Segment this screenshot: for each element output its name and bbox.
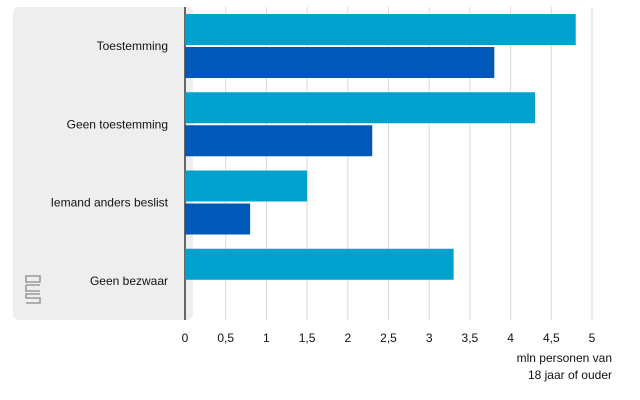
category-label: Toestemming xyxy=(97,39,168,53)
x-tick-label: 0 xyxy=(182,331,189,345)
x-tick-label: 4 xyxy=(507,331,514,345)
x-axis-unit: mln personen van 18 jaar of ouder xyxy=(517,350,612,384)
x-tick-label: 0,5 xyxy=(217,331,234,345)
x-tick-labels: 0 0,5 1 1,5 2 2,5 3 3,5 4 4,5 5 xyxy=(182,331,596,345)
category-label: Geen bezwaar xyxy=(90,274,168,288)
cbs-logo-icon xyxy=(25,275,41,304)
x-axis-unit-line-1: mln personen van xyxy=(516,351,612,365)
bar-series-1-3 xyxy=(185,248,454,280)
bar-series-2-0 xyxy=(185,47,495,78)
x-tick-label: 2,5 xyxy=(380,331,397,345)
bar-series-1-1 xyxy=(185,92,536,124)
x-tick-label: 1,5 xyxy=(299,331,316,345)
x-tick-label: 3 xyxy=(426,331,433,345)
category-label: Geen toestemming xyxy=(67,117,168,131)
category-labels: Toestemming Geen toestemming Iemand anders… xyxy=(51,39,169,288)
bar-series-2-1 xyxy=(185,125,373,157)
category-label: Iemand anders beslist xyxy=(51,196,169,210)
bar-series-1-0 xyxy=(185,14,576,45)
x-tick-label: 4,5 xyxy=(543,331,560,345)
bar-series-2-2 xyxy=(185,203,251,235)
x-tick-label: 2 xyxy=(344,331,351,345)
bar-series-1-2 xyxy=(185,170,308,202)
x-tick-label: 5 xyxy=(589,331,596,345)
bars xyxy=(185,14,576,280)
x-axis-unit-line-2: 18 jaar of ouder xyxy=(527,368,612,382)
x-tick-label: 1 xyxy=(263,331,270,345)
x-tick-label: 3,5 xyxy=(462,331,479,345)
label-panel xyxy=(13,7,193,320)
